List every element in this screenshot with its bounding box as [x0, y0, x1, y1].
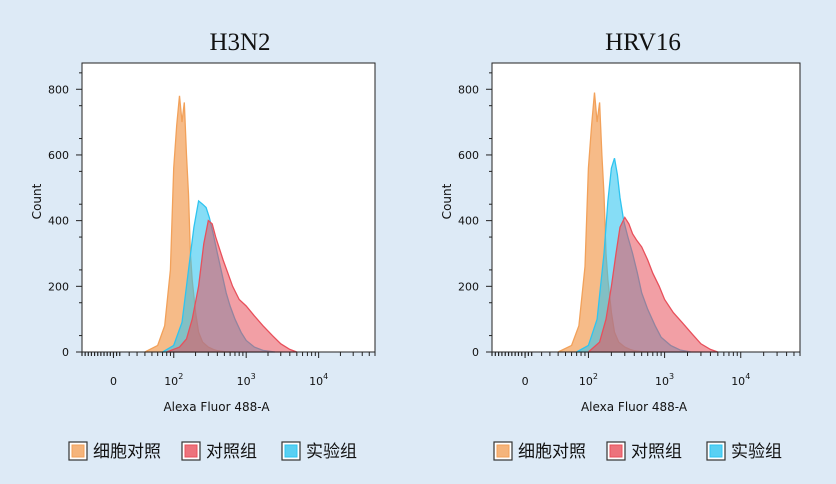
plot-frame — [81, 62, 376, 353]
y-tick-label: 200 — [48, 280, 69, 293]
x-axis-label: Alexa Fluor 488-A — [581, 400, 688, 414]
x-tick-label: 103 — [655, 372, 674, 388]
legend: 细胞对照 对照组 实验组 — [493, 441, 782, 462]
legend-item: 细胞对照 — [493, 441, 586, 462]
legend-label: 实验组 — [306, 442, 357, 462]
chart-panel-1: H3N2 0 200 400 600 800 0 102 103 104 Alexa Fluor 4… — [30, 29, 376, 462]
legend-swatch — [709, 444, 723, 458]
series-area-2 — [586, 216, 719, 353]
legend-item: 细胞对照 — [68, 441, 161, 462]
x-tick-label: 102 — [164, 372, 183, 388]
x-tick-label: 102 — [579, 372, 598, 388]
chart-panel-2: HRV16 0 200 400 600 800 0 102 103 104 Alexa Fluor … — [440, 29, 801, 462]
legend-swatch — [71, 444, 85, 458]
y-tick-label: 0 — [472, 346, 479, 359]
x-tick-label: 104 — [309, 372, 328, 388]
y-tick-label: 600 — [458, 149, 479, 162]
legend-swatch — [184, 444, 198, 458]
x-axis-label: Alexa Fluor 488-A — [163, 400, 270, 414]
x-tick-label: 103 — [237, 372, 256, 388]
chart-title: H3N2 — [209, 29, 270, 56]
legend-item: 对照组 — [181, 441, 257, 462]
legend-item: 实验组 — [281, 441, 357, 462]
y-axis-label: Count — [440, 183, 454, 219]
legend-label: 细胞对照 — [518, 442, 586, 462]
y-tick-label: 200 — [458, 280, 479, 293]
series-area-2 — [166, 219, 298, 353]
legend: 细胞对照 对照组 实验组 — [68, 441, 357, 462]
x-tick-label: 104 — [731, 372, 750, 388]
plot-frame — [491, 62, 801, 353]
chart-title: HRV16 — [605, 29, 681, 56]
x-tick-label: 0 — [522, 375, 529, 388]
legend-swatch — [284, 444, 298, 458]
legend-label: 对照组 — [206, 442, 257, 462]
legend-swatch — [496, 444, 510, 458]
y-tick-label: 400 — [458, 215, 479, 228]
y-tick-label: 400 — [48, 215, 69, 228]
legend-label: 实验组 — [731, 442, 782, 462]
legend-label: 细胞对照 — [93, 442, 161, 462]
y-tick-label: 800 — [458, 83, 479, 96]
legend-swatch — [609, 444, 623, 458]
y-axis-label: Count — [30, 183, 44, 219]
y-tick-label: 0 — [62, 346, 69, 359]
legend-label: 对照组 — [631, 442, 682, 462]
legend-item: 实验组 — [706, 441, 782, 462]
x-tick-label: 0 — [110, 375, 117, 388]
y-tick-label: 600 — [48, 149, 69, 162]
y-tick-label: 800 — [48, 83, 69, 96]
legend-item: 对照组 — [606, 441, 682, 462]
